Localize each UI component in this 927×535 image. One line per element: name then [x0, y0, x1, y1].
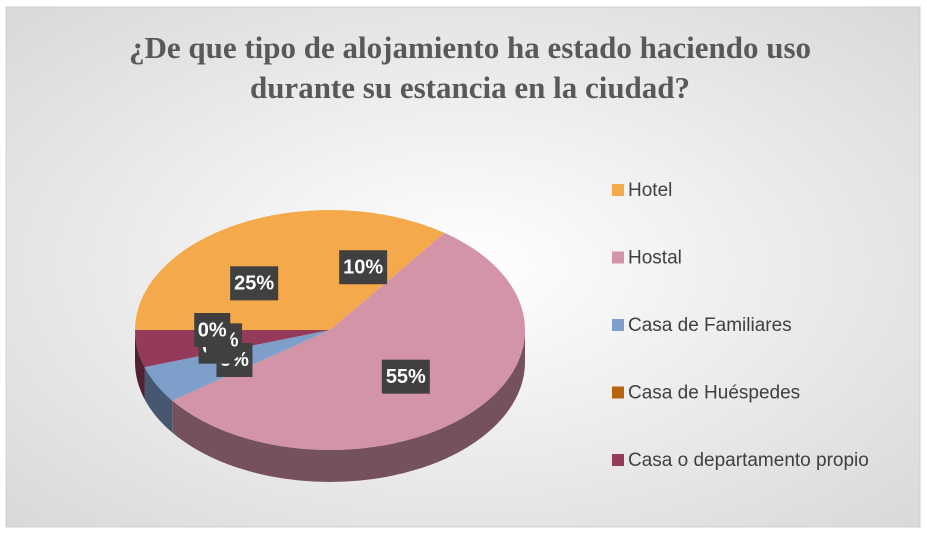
data-label: 0% [198, 319, 227, 341]
legend-swatch [612, 184, 624, 196]
slice-side [172, 330, 525, 482]
data-label-box [381, 359, 430, 394]
legend-label: Hotel [628, 180, 672, 201]
data-label-box [194, 313, 231, 347]
data-label: 25% [234, 273, 274, 295]
legend-swatch [612, 386, 624, 399]
slice-side [135, 330, 145, 400]
legend-label: Casa de Familiares [628, 315, 792, 336]
data-label: 55% [386, 366, 426, 388]
data-label-box [230, 266, 279, 301]
legend-swatch [612, 251, 624, 264]
legend-swatch [612, 454, 624, 466]
legend-label: Hostal [628, 248, 682, 269]
legend-label: Casa o departamento propio [628, 450, 869, 471]
data-label: 10% [343, 257, 383, 279]
data-label-box [339, 250, 388, 285]
chart-title: ¿De que tipo de alojamiento ha estado ha… [128, 30, 812, 105]
slice-side [144, 367, 173, 433]
legend-label: Casa de Huéspedes [628, 383, 800, 404]
slice [330, 210, 445, 330]
slice [172, 232, 525, 450]
legend-swatch [612, 319, 624, 331]
